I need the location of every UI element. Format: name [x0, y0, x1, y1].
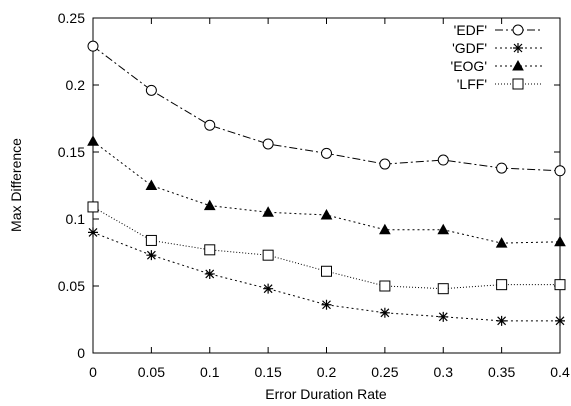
x-tick-label: 0.4 — [550, 364, 570, 380]
data-point — [204, 119, 216, 131]
series-0 — [87, 40, 566, 177]
data-point — [262, 206, 274, 217]
data-point — [496, 162, 508, 174]
data-point — [321, 299, 332, 310]
axis-ticks: 0 0.05 0.1 0.15 0.2 0.25 0.3 0.35 0.4 0 0.05 0.1 0.1… — [58, 10, 570, 380]
x-tick-label: 0.05 — [138, 364, 165, 380]
data-point — [496, 315, 507, 326]
series-line — [92, 206, 560, 290]
x-tick-label: 0.15 — [255, 364, 282, 380]
y-tick-label: 0.25 — [58, 10, 85, 26]
data-point — [263, 283, 274, 294]
series-3 — [87, 201, 566, 295]
x-tick-label: 0.25 — [371, 364, 398, 380]
data-point — [437, 154, 449, 166]
series-layer — [87, 40, 566, 326]
legend-marker — [513, 43, 523, 53]
data-point — [145, 84, 157, 96]
data-point — [145, 234, 157, 246]
y-axis-title: Max Difference — [8, 138, 24, 232]
x-tick-label: 0 — [89, 364, 97, 380]
legend-label: 'GDF' — [452, 40, 487, 56]
data-point — [379, 158, 391, 170]
data-point — [554, 165, 566, 177]
data-point — [554, 279, 566, 291]
y-tick-label: 0.1 — [66, 211, 86, 227]
x-tick-label: 0.2 — [317, 364, 337, 380]
legend-label: 'EOG' — [451, 58, 487, 74]
series-1 — [88, 227, 565, 326]
data-point — [87, 201, 99, 213]
data-point — [87, 135, 99, 146]
series-2 — [87, 135, 566, 248]
y-tick-label: 0.15 — [58, 144, 85, 160]
data-point — [495, 237, 508, 248]
data-point — [204, 244, 216, 256]
data-point — [379, 280, 391, 292]
y-tick-label: 0.05 — [58, 278, 85, 294]
data-point — [437, 283, 449, 295]
data-point — [146, 250, 157, 261]
data-point — [145, 179, 158, 190]
legend: 'EDF' 'GDF' 'EOG' 'LFF' — [451, 22, 542, 92]
data-point — [88, 227, 98, 238]
legend-marker — [512, 24, 524, 36]
legend-label: 'LFF' — [457, 76, 487, 92]
data-point — [379, 307, 390, 318]
series-line — [92, 140, 561, 244]
series-line — [92, 231, 560, 322]
x-axis-title: Error Duration Rate — [265, 386, 387, 402]
legend-marker — [512, 78, 524, 90]
legend-marker — [512, 59, 524, 71]
data-point — [262, 138, 274, 150]
data-point — [203, 199, 216, 211]
data-point — [320, 208, 333, 220]
data-point — [379, 223, 391, 235]
y-tick-label: 0 — [77, 345, 85, 361]
legend-item: 'EDF' — [454, 22, 542, 38]
legend-label: 'EDF' — [454, 22, 487, 38]
data-point — [438, 311, 449, 322]
x-tick-label: 0.1 — [200, 364, 220, 380]
legend-item: 'GDF' — [452, 40, 542, 56]
data-point — [87, 40, 99, 52]
data-point — [204, 268, 215, 279]
legend-item: 'EOG' — [451, 58, 542, 74]
data-point — [437, 223, 450, 235]
data-point — [262, 249, 274, 261]
data-point — [321, 265, 332, 277]
y-tick-label: 0.2 — [66, 77, 86, 93]
x-tick-label: 0.3 — [434, 364, 454, 380]
data-point — [555, 315, 565, 326]
data-point — [496, 279, 508, 291]
legend-item: 'LFF' — [457, 76, 542, 92]
data-point — [554, 235, 566, 247]
data-point — [321, 147, 332, 159]
x-tick-label: 0.35 — [488, 364, 515, 380]
